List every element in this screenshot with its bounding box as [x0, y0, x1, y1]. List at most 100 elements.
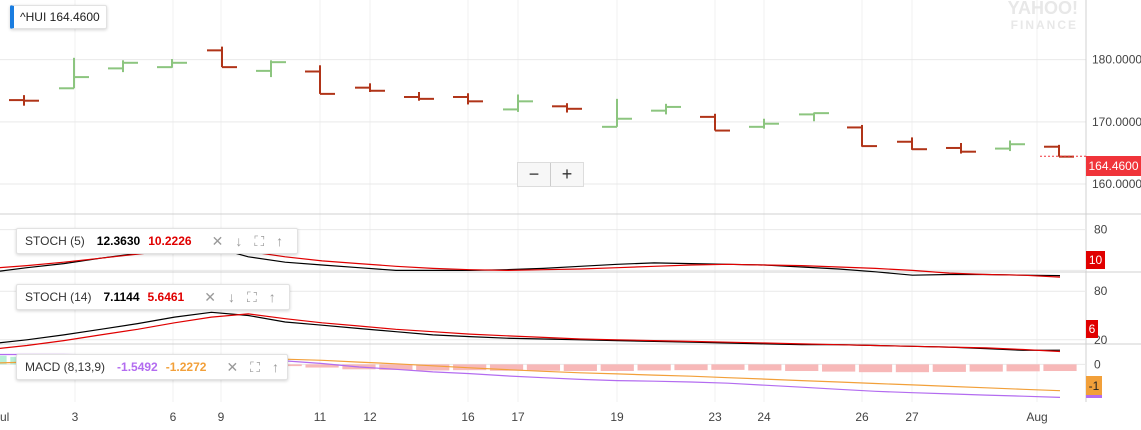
price-tick-label: 170.0000	[1092, 115, 1141, 129]
expand-icon[interactable]: ⛶	[254, 232, 265, 249]
macd-histogram-bar	[748, 364, 782, 371]
move-down-icon[interactable]: ↓	[227, 289, 235, 305]
stoch14-tick-label: 80	[1094, 284, 1108, 298]
move-up-icon[interactable]: ↑	[271, 359, 279, 375]
ohlc-bar[interactable]	[897, 137, 927, 151]
macd-signal-value: -1.2272	[165, 360, 207, 374]
expand-icon[interactable]: ⛶	[250, 358, 260, 375]
stoch14-k-line	[0, 311, 1061, 351]
macd-value-tag: -1	[1086, 376, 1102, 398]
macd-histogram-bar	[785, 364, 819, 372]
move-up-icon[interactable]: ↑	[268, 289, 276, 305]
x-axis-label: Aug	[1026, 410, 1047, 424]
ohlc-bar[interactable]	[946, 142, 976, 154]
ohlc-bar[interactable]	[355, 83, 385, 93]
close-icon[interactable]: ✕	[226, 358, 239, 375]
ohlc-bar[interactable]	[552, 103, 582, 113]
ohlc-bar[interactable]	[59, 57, 89, 90]
stoch14-d-value: 5.6461	[147, 290, 185, 304]
macd-histogram-bar	[822, 364, 856, 372]
macd-legend: MACD (8,13,9) -1.5492 -1.2272 ✕ ⛶ ↑	[16, 354, 288, 380]
close-icon[interactable]: ✕	[211, 232, 224, 249]
ohlc-bar[interactable]	[256, 60, 286, 78]
ticker-symbol: ^HUI	[20, 10, 47, 24]
x-axis-label: 3	[72, 410, 79, 424]
ticker-price: 164.4600	[49, 10, 100, 24]
macd-histogram-bar	[416, 364, 450, 371]
yahoo-finance-watermark: YAHOO! FINANCE	[990, 0, 1078, 34]
ohlc-bar[interactable]	[995, 140, 1025, 152]
macd-histogram-bar	[526, 364, 561, 371]
close-icon[interactable]: ✕	[204, 288, 216, 305]
stoch5-k-value: 12.3630	[96, 234, 141, 248]
ohlc-bar[interactable]	[749, 118, 779, 129]
x-axis-label: 6	[170, 410, 177, 424]
stoch5-name: STOCH (5)	[25, 234, 85, 248]
price-tick-label: 160.0000	[1092, 177, 1141, 191]
macd-tick-label: 0	[1094, 357, 1101, 371]
ohlc-bar[interactable]	[157, 59, 187, 69]
macd-histogram-bar	[674, 364, 708, 371]
x-axis-label: 16	[461, 410, 475, 424]
zoom-in-button[interactable]: +	[561, 164, 573, 184]
ohlc-bar[interactable]	[9, 95, 39, 106]
x-axis-label: 19	[610, 410, 624, 424]
macd-histogram-bar	[711, 364, 745, 370]
stoch5-tick-label: 80	[1094, 223, 1108, 237]
zoom-out-button[interactable]: −	[528, 164, 540, 184]
macd-histogram-bar	[0, 355, 7, 365]
ohlc-bar[interactable]	[799, 112, 829, 122]
x-axis-label: ul	[0, 410, 9, 424]
ohlc-bar[interactable]	[847, 124, 877, 148]
watermark-line2: FINANCE	[1010, 18, 1078, 32]
stoch14-k-value: 7.1144	[103, 290, 140, 304]
x-axis-label: 26	[855, 410, 869, 424]
move-up-icon[interactable]: ↑	[276, 233, 284, 249]
macd-histogram-bar	[1043, 364, 1077, 372]
ohlc-bar[interactable]	[305, 65, 335, 95]
ohlc-bar[interactable]	[404, 92, 434, 101]
stoch14-value-tag: 6	[1086, 320, 1098, 338]
macd-histogram-bar	[932, 364, 966, 372]
macd-histogram-bar	[489, 364, 524, 371]
macd-histogram-bar	[895, 364, 930, 373]
ohlc-bar[interactable]	[207, 46, 237, 69]
stoch14-d-line	[0, 313, 1061, 353]
x-axis-label: 24	[757, 410, 771, 424]
macd-value: -1.5492	[117, 360, 158, 374]
macd-histogram-bar	[379, 364, 413, 370]
ohlc-bar[interactable]	[453, 93, 483, 105]
ohlc-bar[interactable]	[108, 60, 138, 73]
macd-histogram-bar	[305, 364, 339, 368]
stoch5-value-tag: 10	[1086, 251, 1105, 269]
macd-histogram-bar	[1006, 364, 1040, 372]
stoch14-legend: STOCH (14) 7.1144 5.6461 ✕ ↓ ⛶ ↑	[16, 284, 290, 310]
macd-histogram-bar	[969, 364, 1003, 372]
stoch14-name: STOCH (14)	[25, 290, 92, 304]
price-tick-label: 180.0000	[1092, 53, 1141, 67]
ohlc-bar[interactable]	[651, 103, 681, 115]
move-down-icon[interactable]: ↓	[235, 233, 243, 249]
stoch5-d-value: 10.2226	[148, 234, 192, 248]
expand-icon[interactable]: ⛶	[246, 288, 257, 305]
ohlc-bar[interactable]	[1044, 144, 1074, 158]
ohlc-bar[interactable]	[700, 113, 730, 132]
ohlc-bar[interactable]	[503, 94, 533, 112]
x-axis-label: 17	[511, 410, 525, 424]
macd-name: MACD (8,13,9)	[25, 360, 106, 374]
x-axis-label: 12	[363, 410, 377, 424]
x-axis-label: 27	[905, 410, 919, 424]
x-axis-label: 9	[218, 410, 225, 424]
zoom-controls: − +	[517, 162, 584, 187]
x-axis-label: 23	[708, 410, 722, 424]
macd-histogram-bar	[858, 364, 893, 373]
ohlc-bar[interactable]	[602, 98, 632, 128]
watermark-line1: YAHOO!	[1007, 0, 1078, 18]
zoom-divider	[550, 163, 551, 186]
stoch5-legend: STOCH (5) 12.3630 10.2226 ✕ ↓ ⛶ ↑	[16, 228, 298, 254]
macd-histogram-bar	[563, 364, 597, 372]
x-axis-label: 11	[314, 410, 327, 424]
current-price-tag: 164.4600	[1086, 156, 1141, 176]
macd-histogram-bar	[637, 364, 671, 371]
macd-histogram-bar	[600, 364, 634, 372]
